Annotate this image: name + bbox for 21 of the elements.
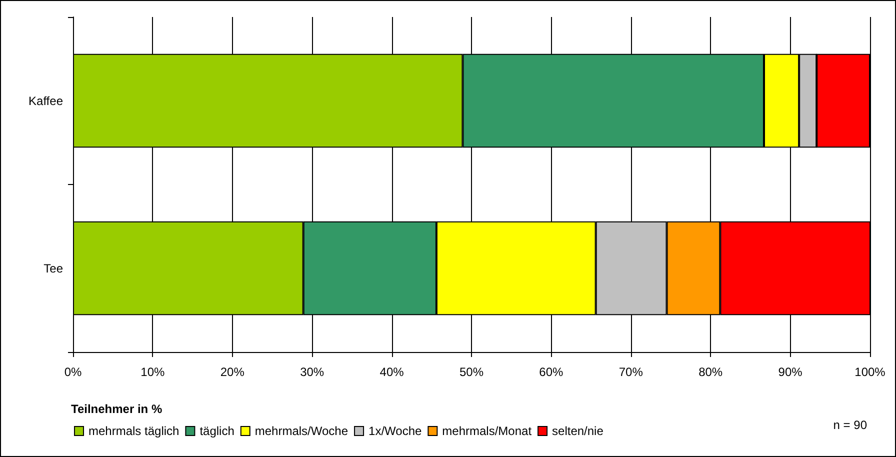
x-tick-label: 30% bbox=[300, 365, 324, 379]
x-tick-label: 60% bbox=[539, 365, 564, 379]
x-tick-label: 70% bbox=[618, 365, 644, 379]
x-tick-label: 0% bbox=[64, 365, 82, 379]
x-tick-label: 80% bbox=[698, 365, 723, 379]
x-tick-label: 90% bbox=[778, 365, 803, 379]
x-tick-label: 100% bbox=[854, 365, 886, 379]
legend-label: selten/nie bbox=[552, 424, 604, 438]
y-tick-label: Kaffee bbox=[28, 94, 64, 108]
legend-label: 1x/Woche bbox=[368, 424, 422, 438]
legend-label: täglich bbox=[200, 424, 234, 438]
legend-label: mehrmals täglich bbox=[88, 424, 180, 438]
x-tick-label: 20% bbox=[220, 365, 245, 379]
legend-label: mehrmals/Monat bbox=[442, 424, 532, 438]
text: n = 90 bbox=[833, 418, 868, 432]
x-tick-label: 40% bbox=[380, 365, 404, 379]
y-tick-label: Tee bbox=[44, 261, 64, 276]
x-tick-label: 10% bbox=[140, 365, 166, 379]
legend-label: mehrmals/Woche bbox=[254, 424, 348, 438]
x-tick-label: 50% bbox=[459, 365, 484, 379]
x-axis-title: Teilnehmer in % bbox=[71, 402, 162, 416]
